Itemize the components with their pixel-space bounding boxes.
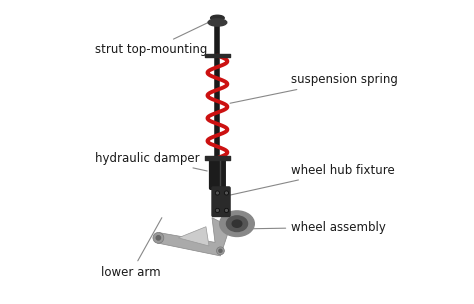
Circle shape (217, 192, 219, 194)
Circle shape (216, 191, 219, 195)
Circle shape (156, 236, 161, 240)
Text: lower arm: lower arm (101, 218, 162, 279)
Circle shape (226, 192, 228, 194)
Ellipse shape (219, 211, 255, 237)
Circle shape (217, 209, 219, 211)
Circle shape (219, 249, 222, 252)
Circle shape (226, 209, 228, 211)
Circle shape (225, 209, 228, 212)
Ellipse shape (227, 216, 247, 232)
FancyBboxPatch shape (210, 157, 225, 189)
Ellipse shape (232, 220, 242, 227)
Text: strut top-mounting: strut top-mounting (95, 22, 209, 56)
Text: wheel assembly: wheel assembly (250, 221, 386, 234)
Ellipse shape (210, 15, 224, 21)
Ellipse shape (208, 19, 227, 26)
Polygon shape (178, 227, 209, 246)
Circle shape (153, 233, 164, 243)
Circle shape (216, 209, 219, 212)
Text: wheel hub fixture: wheel hub fixture (230, 164, 395, 195)
Circle shape (225, 191, 228, 195)
Text: hydraulic damper: hydraulic damper (95, 151, 207, 171)
Polygon shape (157, 218, 230, 256)
Text: suspension spring: suspension spring (230, 73, 398, 103)
FancyBboxPatch shape (212, 187, 230, 216)
Circle shape (217, 247, 224, 255)
